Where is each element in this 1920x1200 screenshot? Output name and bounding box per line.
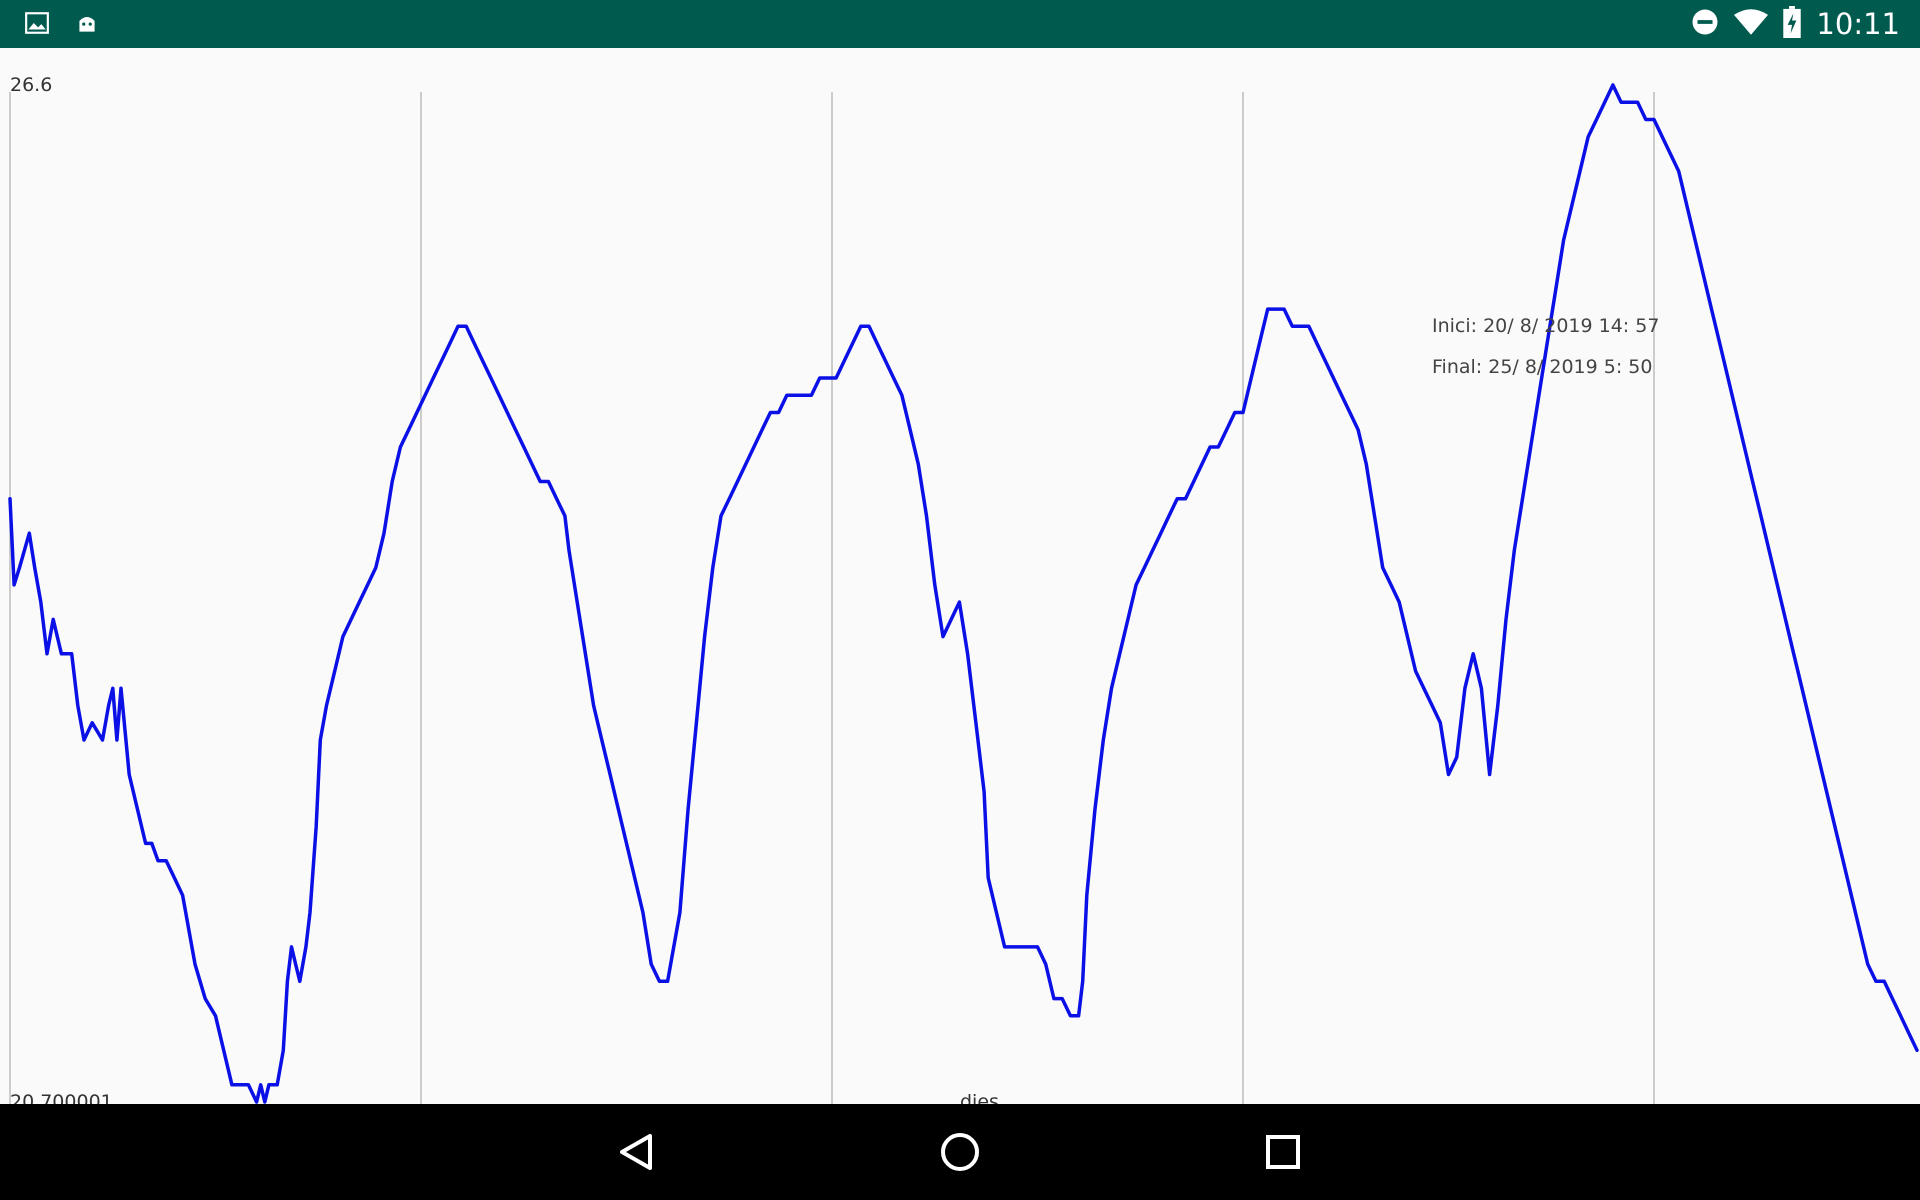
home-circle-icon: [941, 1133, 979, 1171]
recents-square-icon: [1266, 1135, 1300, 1169]
do-not-disturb-icon: [1690, 7, 1720, 41]
temperature-series-line: [8, 83, 1919, 1104]
back-button[interactable]: [610, 1126, 662, 1178]
temperature-line-chart: 26.6 20.700001 dies Inici: 20/ 8/ 2019 1…: [8, 74, 1919, 1104]
battery-charging-icon: [1782, 6, 1802, 42]
android-icon: [74, 10, 100, 40]
recents-button[interactable]: [1257, 1126, 1309, 1178]
wifi-icon: [1734, 7, 1769, 41]
image-icon: [24, 10, 50, 40]
end-date-annotation: Final: 25/ 8/ 2019 5: 50: [1432, 356, 1652, 378]
chart-area: 26.6 20.700001 dies Inici: 20/ 8/ 2019 1…: [0, 48, 1920, 1104]
x-axis-label: dies: [960, 1091, 999, 1104]
vertical-grid-lines: [9, 92, 1655, 1104]
navigation-bar: [0, 1104, 1920, 1200]
home-button[interactable]: [934, 1126, 986, 1178]
status-time: 10:11: [1816, 7, 1900, 41]
start-date-annotation: Inici: 20/ 8/ 2019 14: 57: [1432, 315, 1659, 337]
y-min-label: 20.700001: [10, 1091, 113, 1104]
back-triangle-icon: [620, 1134, 652, 1170]
status-bar: 10:11: [0, 0, 1920, 48]
y-max-label: 26.6: [10, 74, 52, 96]
